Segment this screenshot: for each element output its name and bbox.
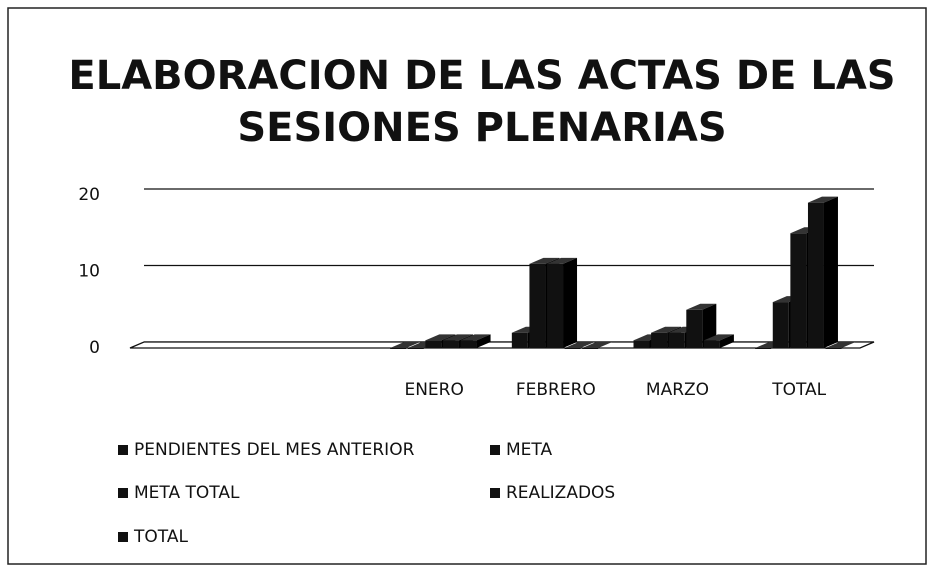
bar [825,342,856,349]
bar-side [476,334,491,348]
bar-front [407,348,424,349]
y-tick-label: 10 [78,262,100,282]
bar-front [582,348,599,349]
bar [564,342,595,349]
bar [807,196,838,348]
legend-swatch [118,445,128,455]
bar-top [390,342,421,348]
bar-front [529,263,546,348]
bar-front [825,348,842,349]
x-tick-label: TOTAL [771,380,826,400]
bar-top [460,334,491,341]
bar-front [633,340,650,348]
bar-top [651,326,682,333]
bar-front [442,340,459,348]
bar-front [790,233,807,348]
bar-top [582,342,613,348]
bar-front [807,202,824,348]
bar-side [823,196,838,348]
legend-swatch [490,445,500,455]
bar-top [425,334,456,341]
x-tick-label: FEBRERO [516,380,596,400]
bar-front [772,302,789,348]
y-tick-label: 0 [89,338,100,358]
bar [582,342,613,349]
bar-front [390,348,407,349]
bar-side [719,334,734,348]
bar [390,342,421,349]
bar-top [703,334,734,341]
legend-swatch [490,488,500,498]
bar-top [825,342,856,348]
bar-top [442,334,473,341]
bar-front [668,332,685,348]
chart-title: ELABORACION DE LAS ACTAS DE LAS [68,53,895,99]
bar-front [651,332,668,348]
bar [703,334,734,348]
bar [460,334,491,348]
y-tick-label: 20 [78,185,100,205]
bar-front [703,340,720,348]
chart-frame [7,7,927,565]
bar-front [547,263,564,348]
legend-label: PENDIENTES DEL MES ANTERIOR [134,440,415,460]
bar [686,303,717,348]
bar-front [425,340,442,348]
legend-label: REALIZADOS [506,483,615,503]
chart-title: SESIONES PLENARIAS [237,105,726,151]
bar [547,257,578,348]
x-tick-label: ENERO [404,380,463,400]
x-tick-label: MARZO [646,380,709,400]
bar-top [686,303,717,310]
bar-front [511,332,528,348]
legend-label: META [506,440,552,460]
legend-label: META TOTAL [134,483,240,503]
bar-top [547,257,578,264]
bar-front [755,348,772,349]
legend-swatch [118,488,128,498]
bar-top [529,257,560,264]
legend-label: TOTAL [133,527,188,547]
bar-top [807,196,838,203]
bar-front [686,309,703,348]
bar-side [563,257,578,348]
legend-swatch [118,532,128,542]
bar-top [564,342,595,348]
bar-front [564,348,581,349]
bar-front [460,340,477,348]
